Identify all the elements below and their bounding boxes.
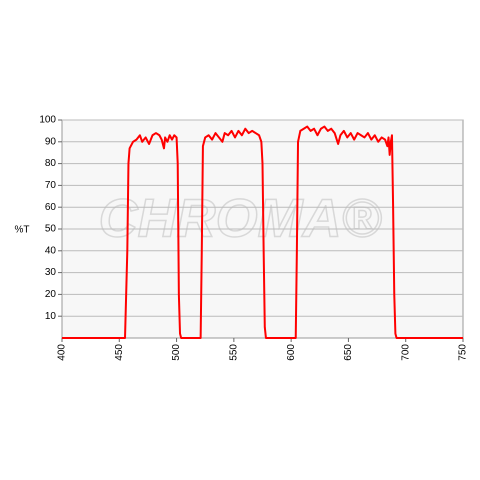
watermark: CHROMA® xyxy=(99,188,382,248)
x-tick-label: 400 xyxy=(57,344,68,361)
y-tick-label: 30 xyxy=(45,267,57,278)
y-tick-label: 60 xyxy=(45,202,57,213)
y-tick-label: 20 xyxy=(45,289,57,300)
y-tick-label: 50 xyxy=(45,224,57,235)
x-tick-label: 700 xyxy=(400,344,411,361)
y-tick-label: 90 xyxy=(45,136,57,147)
y-tick-label: 40 xyxy=(45,245,57,256)
x-tick-label: 550 xyxy=(228,344,239,361)
x-tick-label: 450 xyxy=(114,344,125,361)
y-tick-label: 100 xyxy=(39,115,56,126)
x-tick-label: 500 xyxy=(171,344,182,361)
y-tick-label: 70 xyxy=(45,180,57,191)
x-tick-label: 650 xyxy=(343,344,354,361)
data-line xyxy=(62,125,463,339)
y-tick-label: 10 xyxy=(45,311,57,322)
y-tick-label: 80 xyxy=(45,158,57,169)
x-tick-label: 750 xyxy=(458,344,469,361)
y-axis-label: %T xyxy=(15,225,30,236)
x-tick-label: 600 xyxy=(286,344,297,361)
